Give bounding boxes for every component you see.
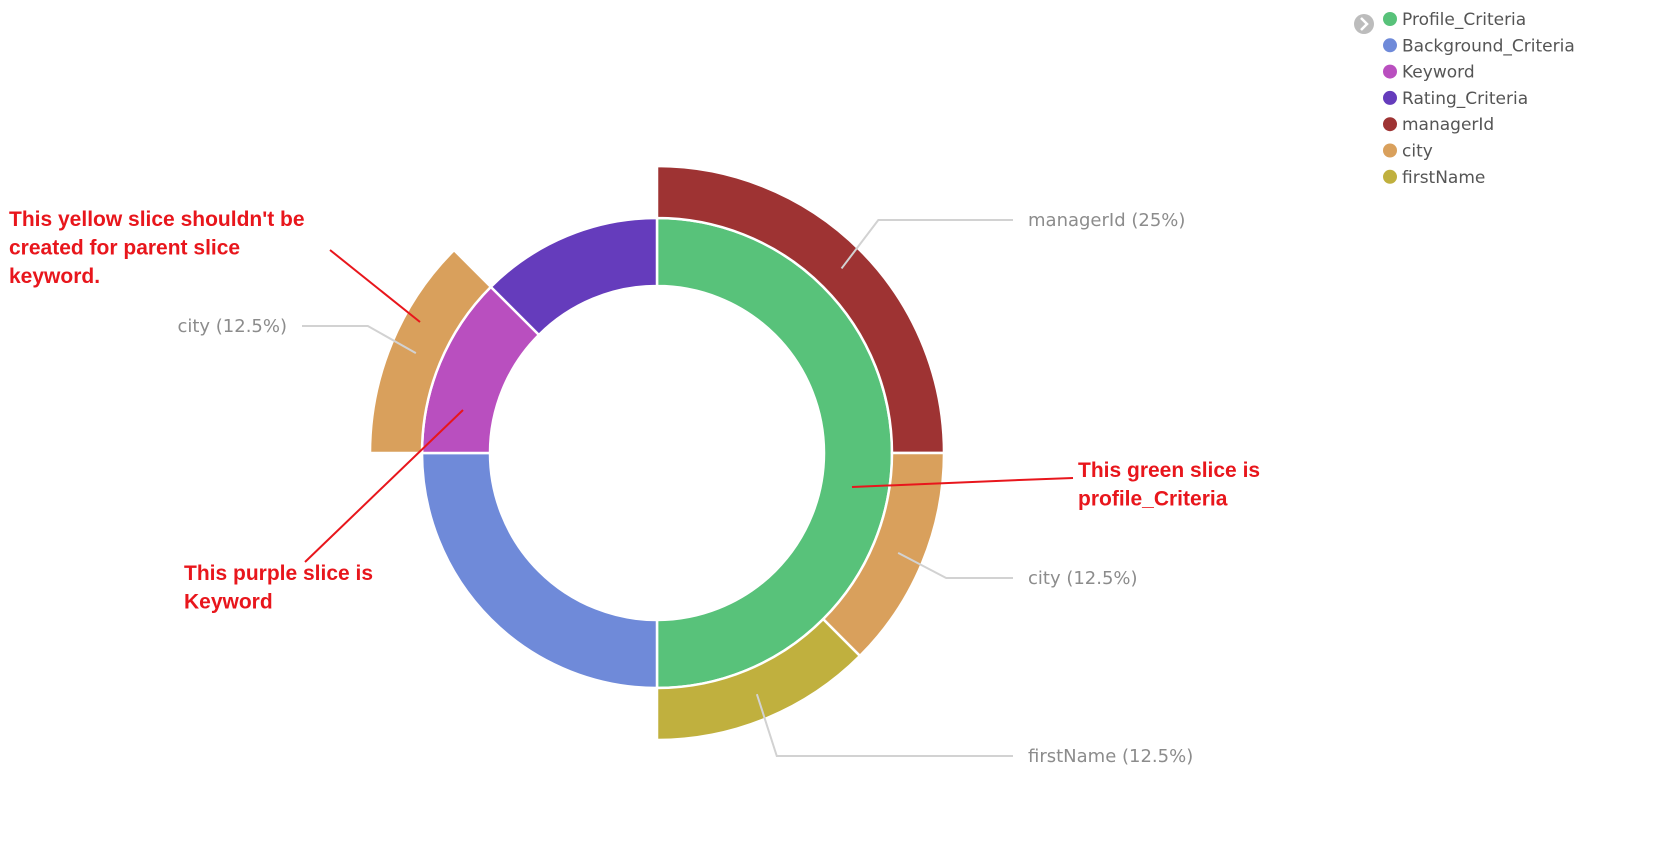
annotation-arrow-yellow: [329, 249, 421, 323]
legend-toggle-icon[interactable]: [1354, 14, 1374, 34]
annotation-green-note: This green slice is profile_Criteria: [1078, 459, 1260, 511]
legend-item-profile-criteria[interactable]: Profile_Criteria: [1383, 10, 1526, 30]
legend-label: firstName: [1402, 168, 1485, 188]
slice-labels: managerId (25%) city (12.5%) firstName (12…: [177, 210, 1193, 767]
outer-slice-city-keyword[interactable]: [368, 248, 493, 455]
legend-item-rating-criteria[interactable]: Rating_Criteria: [1383, 89, 1528, 109]
legend-swatch: [1383, 169, 1397, 184]
slice-label-firstname-profile-criteria: firstName (12.5%): [1028, 746, 1193, 767]
annotation-purple-note: This purple slice is Keyword: [184, 562, 373, 614]
legend-label: Background_Criteria: [1402, 36, 1575, 56]
legend-swatch: [1383, 90, 1397, 105]
legend-swatch: [1383, 64, 1397, 79]
leader-line-city-profile-criteria: [897, 551, 1013, 579]
legend-label: Keyword: [1402, 63, 1475, 83]
annotation-arrow-green: [851, 477, 1074, 488]
leader-line-firstname-profile-criteria: [755, 693, 1013, 757]
legend-label: Profile_Criteria: [1402, 10, 1526, 30]
legend-label: Rating_Criteria: [1402, 89, 1528, 109]
outer-slice-firstname-profile-criteria[interactable]: [655, 617, 862, 742]
legend: Profile_Criteria Background_Criteria Keywo…: [1354, 10, 1575, 188]
legend-swatch: [1383, 12, 1397, 26]
legend-swatch: [1383, 117, 1397, 132]
slice-label-city-profile-criteria: city (12.5%): [1028, 568, 1138, 589]
legend-item-background-criteria[interactable]: Background_Criteria: [1383, 36, 1575, 56]
legend-label: city: [1402, 142, 1433, 162]
slice-label-managerid-profile-criteria: managerId (25%): [1028, 210, 1185, 231]
annotations: This yellow slice shouldn't be created fo…: [9, 208, 1260, 614]
legend-item-managerid[interactable]: managerId: [1383, 115, 1494, 135]
slice-label-city-keyword: city (12.5%): [177, 316, 287, 337]
legend-swatch: [1383, 143, 1397, 158]
annotation-yellow-note: This yellow slice shouldn't be created fo…: [9, 208, 305, 288]
leader-line-city-keyword: [302, 325, 417, 354]
chart-rings: [368, 164, 946, 742]
label-leader-lines: [302, 219, 1013, 757]
leader-line-managerid-profile-criteria: [840, 219, 1013, 270]
legend-item-city[interactable]: city: [1383, 142, 1433, 162]
legend-swatch: [1383, 38, 1397, 53]
legend-item-firstname[interactable]: firstName: [1383, 168, 1485, 188]
legend-label: managerId: [1402, 115, 1494, 135]
legend-item-keyword[interactable]: Keyword: [1383, 63, 1475, 83]
inner-slice-background-criteria[interactable]: [420, 451, 659, 690]
annotation-arrow-purple: [304, 409, 464, 563]
